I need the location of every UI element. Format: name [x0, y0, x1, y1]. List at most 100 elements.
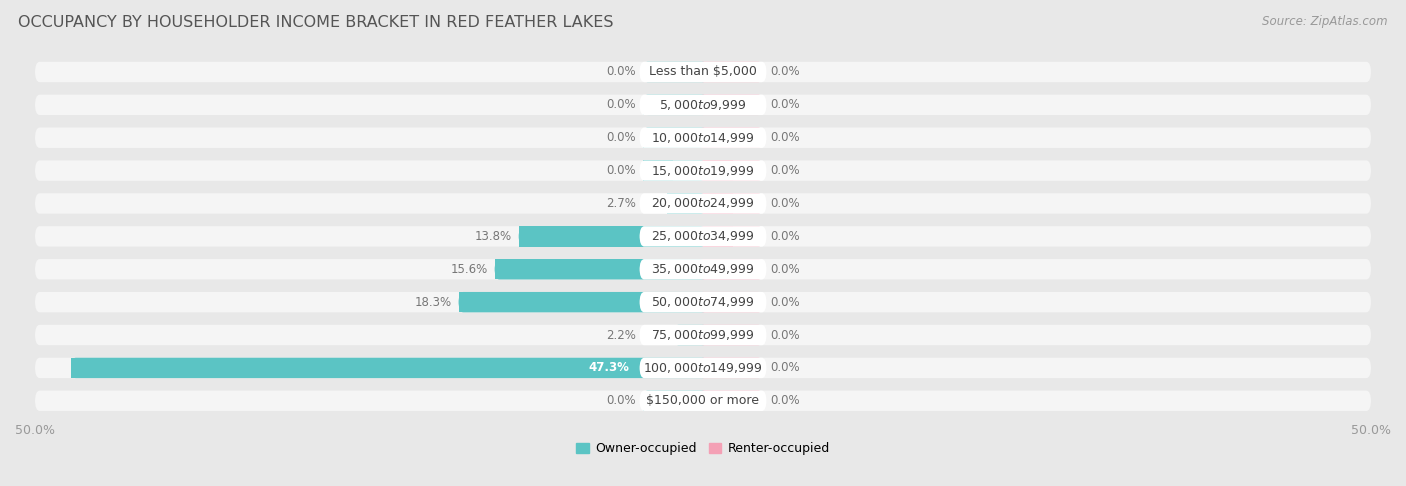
Text: 0.0%: 0.0% [770, 362, 800, 374]
FancyBboxPatch shape [640, 292, 766, 312]
FancyBboxPatch shape [72, 358, 707, 378]
FancyBboxPatch shape [35, 95, 1371, 115]
FancyBboxPatch shape [640, 325, 766, 345]
Text: 2.7%: 2.7% [606, 197, 636, 210]
Text: OCCUPANCY BY HOUSEHOLDER INCOME BRACKET IN RED FEATHER LAKES: OCCUPANCY BY HOUSEHOLDER INCOME BRACKET … [18, 15, 614, 30]
Bar [703, 358, 733, 378]
Text: $10,000 to $14,999: $10,000 to $14,999 [651, 131, 755, 145]
FancyBboxPatch shape [640, 193, 766, 214]
Text: 0.0%: 0.0% [770, 98, 800, 111]
FancyBboxPatch shape [673, 325, 707, 345]
FancyBboxPatch shape [699, 127, 763, 148]
FancyBboxPatch shape [495, 259, 707, 279]
FancyBboxPatch shape [643, 127, 707, 148]
FancyBboxPatch shape [35, 391, 1371, 411]
FancyBboxPatch shape [699, 292, 763, 312]
FancyBboxPatch shape [699, 325, 763, 345]
Text: 0.0%: 0.0% [606, 394, 636, 407]
FancyBboxPatch shape [35, 259, 1371, 279]
Bar [703, 62, 733, 82]
Bar [703, 259, 733, 279]
Text: 0.0%: 0.0% [770, 66, 800, 78]
Text: 0.0%: 0.0% [770, 131, 800, 144]
FancyBboxPatch shape [458, 292, 707, 312]
FancyBboxPatch shape [699, 62, 763, 82]
FancyBboxPatch shape [699, 358, 763, 378]
Text: 0.0%: 0.0% [770, 164, 800, 177]
Text: 0.0%: 0.0% [606, 164, 636, 177]
FancyBboxPatch shape [35, 193, 1371, 214]
Bar [519, 226, 703, 246]
FancyBboxPatch shape [699, 95, 763, 115]
Text: 13.8%: 13.8% [475, 230, 512, 243]
FancyBboxPatch shape [699, 193, 763, 214]
FancyBboxPatch shape [699, 226, 763, 246]
Text: 47.3%: 47.3% [588, 362, 628, 374]
Legend: Owner-occupied, Renter-occupied: Owner-occupied, Renter-occupied [571, 437, 835, 460]
FancyBboxPatch shape [640, 160, 766, 181]
Bar [643, 95, 673, 115]
FancyBboxPatch shape [519, 226, 707, 246]
Bar [703, 193, 733, 214]
Bar [703, 391, 733, 411]
Text: $5,000 to $9,999: $5,000 to $9,999 [659, 98, 747, 112]
Bar [673, 325, 703, 345]
Bar [72, 358, 703, 378]
Text: $150,000 or more: $150,000 or more [647, 394, 759, 407]
FancyBboxPatch shape [643, 391, 707, 411]
Text: 0.0%: 0.0% [606, 98, 636, 111]
FancyBboxPatch shape [699, 259, 763, 279]
Text: Source: ZipAtlas.com: Source: ZipAtlas.com [1263, 15, 1388, 28]
Text: $35,000 to $49,999: $35,000 to $49,999 [651, 262, 755, 276]
Text: 0.0%: 0.0% [606, 131, 636, 144]
Bar [703, 226, 733, 246]
Text: 0.0%: 0.0% [770, 329, 800, 342]
Text: $20,000 to $24,999: $20,000 to $24,999 [651, 196, 755, 210]
Bar [703, 292, 733, 312]
Bar [703, 95, 733, 115]
FancyBboxPatch shape [35, 226, 1371, 246]
FancyBboxPatch shape [699, 391, 763, 411]
Text: $50,000 to $74,999: $50,000 to $74,999 [651, 295, 755, 309]
FancyBboxPatch shape [640, 259, 766, 279]
FancyBboxPatch shape [35, 325, 1371, 345]
Bar [643, 160, 673, 181]
FancyBboxPatch shape [643, 95, 707, 115]
Bar [703, 127, 733, 148]
Text: $100,000 to $149,999: $100,000 to $149,999 [644, 361, 762, 375]
Bar [458, 292, 703, 312]
FancyBboxPatch shape [35, 160, 1371, 181]
Bar [643, 391, 673, 411]
FancyBboxPatch shape [35, 62, 1371, 82]
FancyBboxPatch shape [640, 95, 766, 115]
Bar [703, 160, 733, 181]
Text: 15.6%: 15.6% [451, 263, 488, 276]
FancyBboxPatch shape [35, 358, 1371, 378]
FancyBboxPatch shape [640, 358, 766, 378]
Text: 0.0%: 0.0% [770, 295, 800, 309]
FancyBboxPatch shape [643, 62, 707, 82]
Bar [643, 127, 673, 148]
Text: $75,000 to $99,999: $75,000 to $99,999 [651, 328, 755, 342]
Text: 2.2%: 2.2% [606, 329, 636, 342]
FancyBboxPatch shape [35, 292, 1371, 312]
FancyBboxPatch shape [643, 160, 707, 181]
Text: $25,000 to $34,999: $25,000 to $34,999 [651, 229, 755, 243]
FancyBboxPatch shape [640, 127, 766, 148]
Text: $15,000 to $19,999: $15,000 to $19,999 [651, 164, 755, 177]
Bar [495, 259, 703, 279]
Text: 0.0%: 0.0% [770, 263, 800, 276]
Text: 0.0%: 0.0% [770, 230, 800, 243]
FancyBboxPatch shape [640, 62, 766, 82]
FancyBboxPatch shape [666, 193, 707, 214]
FancyBboxPatch shape [640, 226, 766, 246]
Bar [643, 62, 673, 82]
Text: 18.3%: 18.3% [415, 295, 451, 309]
Text: Less than $5,000: Less than $5,000 [650, 66, 756, 78]
Text: 0.0%: 0.0% [606, 66, 636, 78]
Text: 0.0%: 0.0% [770, 197, 800, 210]
Bar [666, 193, 703, 214]
FancyBboxPatch shape [699, 160, 763, 181]
FancyBboxPatch shape [640, 391, 766, 411]
Text: 0.0%: 0.0% [770, 394, 800, 407]
